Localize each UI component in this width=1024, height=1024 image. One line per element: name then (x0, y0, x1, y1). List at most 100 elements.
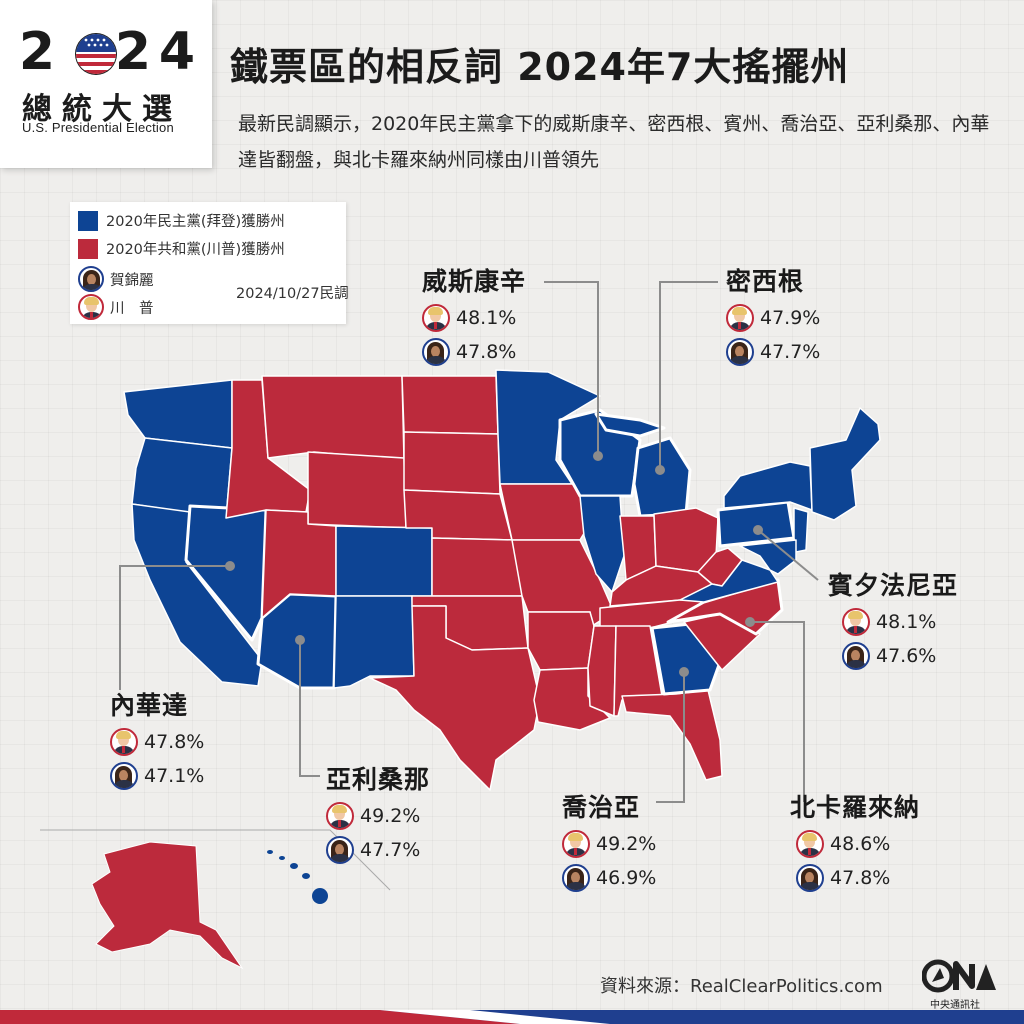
harris-percent: 46.9% (596, 867, 657, 889)
legend-trump-label: 川 普 (110, 300, 154, 317)
leader-north-carolina (750, 621, 805, 802)
bottom-stripe (0, 1010, 1024, 1024)
leader-georgia (656, 672, 685, 803)
harris-poll: 46.9% (562, 864, 656, 892)
state-name: 北卡羅來納 (790, 793, 921, 822)
trump-poll: 49.2% (562, 830, 656, 858)
badge-title: 總統大選 (22, 92, 182, 127)
legend-rep: 2020年共和黨(川普)獲勝州 (78, 238, 285, 259)
state-colorado (335, 525, 433, 597)
trump-percent: 48.6% (830, 833, 891, 855)
leader-nevada (119, 565, 230, 690)
state-michigan-upper (594, 412, 666, 438)
state-wyoming (307, 451, 407, 529)
harris-poll: 47.7% (326, 836, 430, 864)
state-maryland (739, 539, 797, 575)
trump-poll: 49.2% (326, 802, 430, 830)
state-montana (261, 375, 405, 461)
leader-dots (225, 451, 763, 677)
harris-avatar-icon (842, 642, 870, 670)
trump-poll: 48.1% (422, 304, 526, 332)
state-new-england (809, 407, 881, 521)
state-michigan (632, 436, 692, 518)
harris-avatar-icon (110, 762, 138, 790)
harris-poll: 47.7% (726, 338, 820, 366)
badge-digit: 2 (18, 22, 62, 82)
us-flag-icon (75, 33, 117, 75)
state-texas (369, 605, 541, 791)
page-subtitle: 最新民調顯示，2020年民主黨拿下的威斯康辛、密西根、賓州、喬治亞、亞利桑那、內… (238, 113, 990, 171)
state-name: 密西根 (726, 267, 805, 296)
trump-poll: 48.1% (842, 608, 958, 636)
trump-percent: 47.8% (144, 731, 205, 753)
trump-avatar-icon (326, 802, 354, 830)
state-pennsylvania (716, 500, 796, 548)
state-name: 賓夕法尼亞 (828, 571, 959, 600)
trump-percent: 49.2% (360, 805, 421, 827)
state-new-mexico (333, 595, 415, 689)
trump-avatar-icon (726, 304, 754, 332)
legend-harris-label: 賀錦麗 (110, 272, 154, 289)
panel-arizona: 亞利桑那 49.2% 47.7% (326, 760, 430, 864)
trump-percent: 49.2% (596, 833, 657, 855)
dem-swatch (78, 210, 98, 231)
inset-divider (40, 829, 391, 891)
badge-digit: 2 (114, 22, 158, 82)
legend-rep-label: 2020年共和黨(川普)獲勝州 (106, 242, 285, 258)
harris-avatar-icon (422, 338, 450, 366)
state-alaska (91, 841, 244, 970)
leader-michigan (659, 281, 718, 470)
harris-avatar-icon (562, 864, 590, 892)
harris-avatar-icon (796, 864, 824, 892)
state-arkansas (527, 611, 595, 671)
badge-subtitle: U.S. Presidential Election (22, 120, 174, 135)
trump-poll: 47.8% (110, 728, 204, 756)
state-washington (123, 379, 233, 449)
trump-poll: 47.9% (726, 304, 820, 332)
rep-swatch (78, 238, 98, 259)
harris-percent: 47.8% (456, 341, 517, 363)
state-name: 內華達 (110, 691, 189, 720)
leader-lines (119, 281, 819, 803)
legend-trump: 川 普 (78, 294, 154, 320)
state-name: 喬治亞 (562, 793, 641, 822)
trump-avatar-icon (796, 830, 824, 858)
cna-logo-icon (922, 959, 996, 993)
panel-nevada: 內華達 47.8% 47.1% (110, 686, 204, 790)
legend-harris: 賀錦麗 (78, 266, 154, 292)
harris-poll: 47.8% (422, 338, 526, 366)
panel-georgia: 喬治亞 49.2% 46.9% (562, 788, 656, 892)
panel-pennsylvania: 賓夕法尼亞 48.1% 47.6% (828, 566, 958, 670)
state-minnesota (495, 369, 601, 485)
harris-percent: 47.7% (760, 341, 821, 363)
source-credit: 資料來源：RealClearPolitics.com (600, 976, 883, 997)
panel-north-carolina: 北卡羅來納 48.6% 47.8% (790, 788, 920, 892)
leader-wisconsin (544, 281, 599, 456)
harris-poll: 47.6% (842, 642, 958, 670)
state-new-york (723, 461, 813, 511)
leader-pennsylvania (757, 529, 819, 581)
harris-percent: 47.6% (876, 645, 937, 667)
trump-avatar-icon (562, 830, 590, 858)
logo-text: 中央通訊社 (930, 1000, 980, 1011)
state-name: 威斯康辛 (422, 267, 527, 296)
harris-percent: 47.8% (830, 867, 891, 889)
state-mississippi (587, 625, 617, 717)
state-virginia (679, 559, 779, 603)
state-north-dakota (401, 375, 499, 435)
leader-arizona (299, 640, 320, 777)
trump-percent: 47.9% (760, 307, 821, 329)
state-hawaii (267, 850, 328, 904)
trump-avatar-icon (422, 304, 450, 332)
legend: 2020年民主黨(拜登)獲勝州 2020年共和黨(川普)獲勝州 賀錦麗 川 普 … (70, 202, 349, 324)
page-title: 鐵票區的相反詞 2024年7大搖擺州 (230, 45, 850, 89)
harris-avatar-icon (78, 266, 104, 292)
state-alabama (613, 625, 663, 717)
harris-poll: 47.8% (796, 864, 920, 892)
state-south-dakota (403, 431, 501, 495)
state-kansas (431, 537, 523, 597)
trump-percent: 48.1% (456, 307, 517, 329)
trump-avatar-icon (842, 608, 870, 636)
legend-dem-label: 2020年民主黨(拜登)獲勝州 (106, 214, 285, 230)
